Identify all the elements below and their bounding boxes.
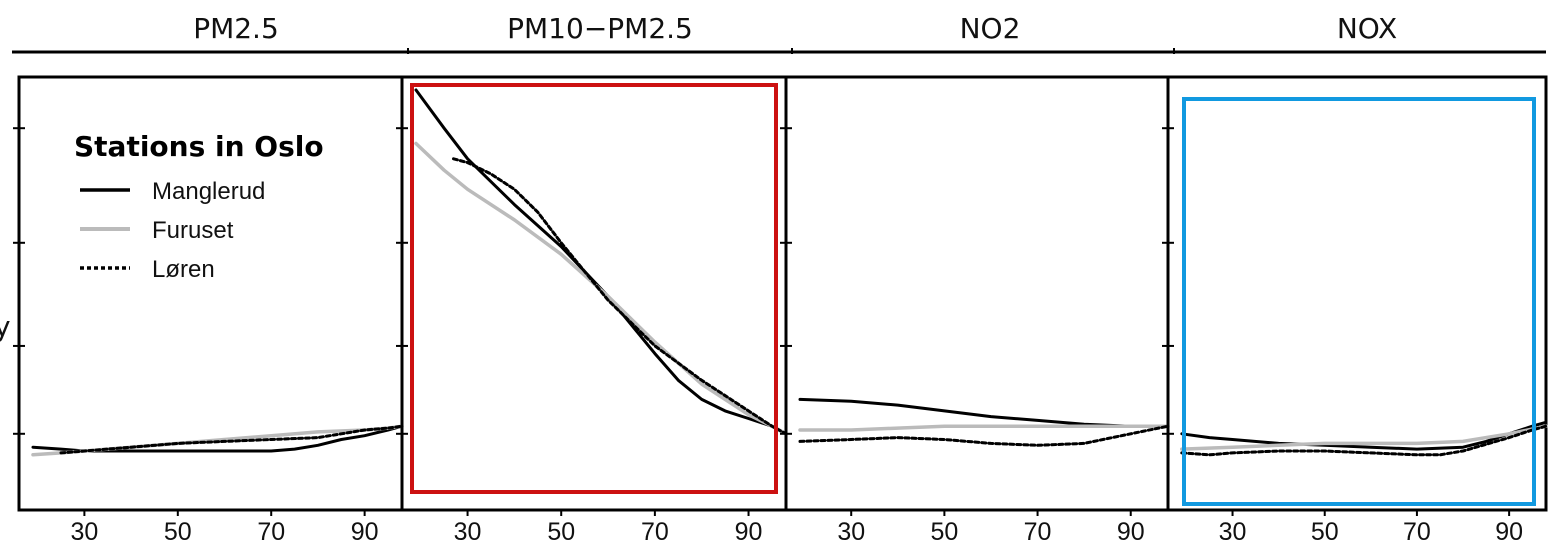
panel-frame: [1166, 75, 1548, 512]
panel-title: NOX: [1337, 12, 1397, 45]
legend-label-furuset: Furuset: [152, 217, 234, 244]
x-tick-label: 70: [1403, 518, 1431, 546]
legend: Stations in Oslo Manglerud Furuset Løren: [74, 130, 324, 283]
panel-headers: PM2.5 PM10−PM2.5 NO2 NOX: [12, 12, 1546, 54]
x-tick-label: 90: [351, 518, 379, 546]
x-tick-label: 50: [1311, 518, 1339, 546]
x-tick-label: 70: [641, 518, 669, 546]
panel-2: 30 50 70 90: [396, 75, 788, 546]
panel-title: NO2: [960, 12, 1021, 45]
panel-title: PM2.5: [193, 12, 279, 45]
x-tick-label: 50: [547, 518, 575, 546]
panel-frame: [784, 75, 1170, 512]
x-tick-label: 90: [735, 518, 763, 546]
series-line-furuset: [414, 141, 788, 436]
legend-title: Stations in Oslo: [74, 130, 324, 163]
y-axis-label-fragment: y: [0, 310, 11, 343]
x-tick-label: 30: [70, 518, 98, 546]
series-line-løren: [59, 424, 404, 455]
x-tick-label: 70: [257, 518, 285, 546]
x-tick-label: 90: [1117, 518, 1145, 546]
x-tick-label: 30: [837, 518, 865, 546]
legend-label-løren: Løren: [152, 256, 215, 283]
x-tick-label: 30: [1219, 518, 1247, 546]
panel-3: 30 50 70 90: [780, 75, 1170, 546]
series-line-manglerud: [414, 88, 788, 436]
series-line-manglerud: [798, 397, 1170, 428]
x-tick-label: 90: [1495, 518, 1523, 546]
panels: 30 50 70 90 30 50 70 90 30 50 70 90 30 50 70 90: [13, 75, 1548, 546]
x-tick-label: 30: [454, 518, 482, 546]
panel-frame: [400, 75, 788, 512]
panel-4: 30 50 70 90: [1162, 75, 1548, 546]
highlight-box: [1182, 97, 1536, 506]
panel-title: PM10−PM2.5: [507, 12, 693, 45]
series-line-løren: [452, 157, 788, 436]
x-tick-label: 50: [930, 518, 958, 546]
series-line-furuset: [1180, 424, 1548, 451]
x-tick-label: 50: [164, 518, 192, 546]
legend-label-manglerud: Manglerud: [152, 178, 265, 205]
x-tick-label: 70: [1024, 518, 1052, 546]
series-line-furuset: [798, 424, 1170, 432]
series-line-løren: [1180, 424, 1548, 457]
series-line-løren: [798, 424, 1170, 447]
highlight-box: [410, 83, 778, 494]
